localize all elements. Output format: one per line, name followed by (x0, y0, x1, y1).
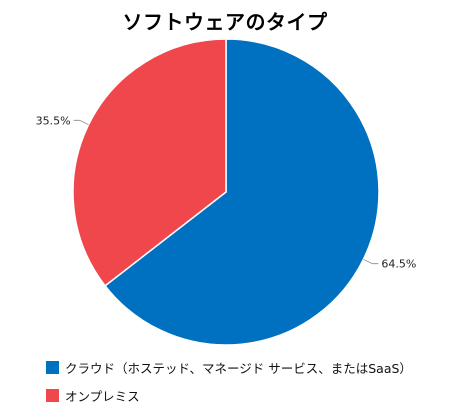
pie-slice-cloud[interactable] (104, 38, 380, 346)
pie-chart: 64.5% 35.5% (36, 38, 417, 346)
legend-swatch-cloud (46, 360, 59, 374)
legend-item-on-premises[interactable]: オンプレミス (46, 385, 412, 405)
pie-slices (72, 38, 380, 346)
legend-swatch-on-premises (46, 388, 59, 402)
leader-line-cloud (363, 258, 379, 265)
slice-label-on-premises: 35.5% (36, 114, 71, 127)
legend-item-cloud[interactable]: クラウド（ホステッド、マネージド サービス、またはSaaS） (46, 357, 412, 377)
legend: クラウド（ホステッド、マネージド サービス、またはSaaS） オンプレミス (46, 357, 412, 413)
slice-labels: 64.5% 35.5% (36, 114, 417, 270)
slice-label-cloud: 64.5% (381, 258, 416, 271)
leader-lines (73, 119, 379, 265)
leader-line-on-premises (73, 119, 89, 126)
chart-title: ソフトウェアのタイプ (122, 10, 328, 34)
legend-label-on-premises: オンプレミス (65, 388, 140, 404)
legend-label-cloud: クラウド（ホステッド、マネージド サービス、またはSaaS） (65, 360, 412, 376)
